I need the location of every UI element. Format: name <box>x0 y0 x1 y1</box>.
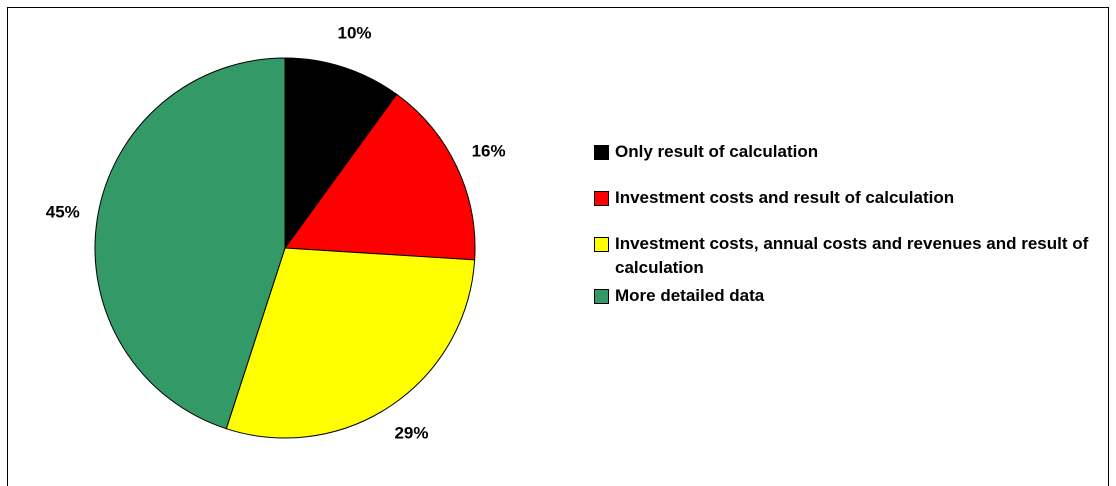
legend-label: Investment costs and result of calculati… <box>615 188 955 207</box>
legend-swatch <box>594 145 609 160</box>
legend-label: More detailed data <box>615 286 765 305</box>
legend-item: Only result of calculation <box>594 140 1104 164</box>
legend-swatch <box>594 191 609 206</box>
legend-item: More detailed data <box>594 284 1104 308</box>
pie-slice <box>94 57 286 430</box>
legend-label: Only result of calculation <box>615 142 819 161</box>
legend-swatch <box>594 237 609 252</box>
pie-slice <box>284 93 476 261</box>
data-label: 10% <box>338 23 372 42</box>
pie: 10% 16% 29% 45% <box>46 23 506 442</box>
data-label: 29% <box>394 424 428 443</box>
pie-slice <box>284 57 398 250</box>
data-label: 16% <box>472 142 506 161</box>
legend-label: Investment costs, annual costs and reven… <box>615 234 1089 277</box>
chart-border <box>7 7 1109 486</box>
pie-slice <box>225 247 476 439</box>
legend-item: Investment costs and result of calculati… <box>594 186 1104 210</box>
data-label: 45% <box>46 202 80 221</box>
legend-swatch <box>594 289 609 304</box>
legend: Only result of calculation Investment cos… <box>594 140 1104 330</box>
legend-item: Investment costs, annual costs and reven… <box>594 232 1104 280</box>
